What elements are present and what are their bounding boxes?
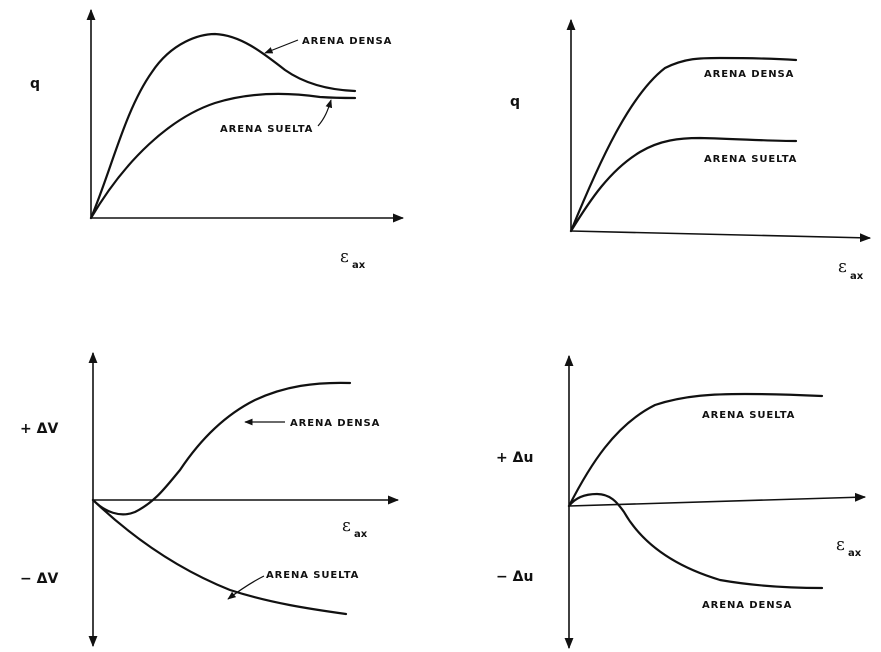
x-axis xyxy=(568,492,867,507)
panel-bottom-right: + Δu − Δu ε ax ARENA SUELTA ARENA DENSA xyxy=(496,354,867,650)
curve-arena-densa xyxy=(567,492,824,590)
curve-arena-densa xyxy=(91,381,352,516)
y-axis-label-negative: − ΔV xyxy=(20,571,58,587)
y-axis-label: q xyxy=(30,76,40,92)
panel-top-left: q ε ax ARENA DENSA ARENA SUELTA xyxy=(30,8,405,271)
x-axis-label-symbol: ε xyxy=(838,257,847,277)
panel-bottom-left: + ΔV − ΔV ε ax ARENA DENSA ARENA SUELTA xyxy=(20,351,400,648)
label-arena-densa: ARENA DENSA xyxy=(702,600,792,611)
x-axis-label-subscript: ax xyxy=(848,548,862,559)
label-arena-suelta: ARENA SUELTA xyxy=(220,124,313,135)
leader-arena-densa xyxy=(264,39,299,54)
label-arena-suelta: ARENA SUELTA xyxy=(704,154,797,165)
label-arena-suelta: ARENA SUELTA xyxy=(702,410,795,421)
label-arena-densa: ARENA DENSA xyxy=(302,36,392,47)
curve-arena-suelta xyxy=(91,498,348,616)
y-axis-label-positive: + ΔV xyxy=(20,421,58,437)
x-axis-label-subscript: ax xyxy=(352,260,366,271)
x-axis-label-symbol: ε xyxy=(836,535,845,555)
x-axis-label-symbol: ε xyxy=(340,247,349,267)
leader-arena-suelta xyxy=(317,99,333,127)
x-axis-label-symbol: ε xyxy=(342,516,351,536)
x-axis xyxy=(570,230,872,243)
y-axis-label-positive: + Δu xyxy=(496,450,533,466)
label-arena-densa: ARENA DENSA xyxy=(290,418,380,429)
label-arena-densa: ARENA DENSA xyxy=(704,69,794,80)
label-arena-suelta: ARENA SUELTA xyxy=(266,570,359,581)
curve-arena-suelta xyxy=(567,392,824,508)
curve-arena-suelta xyxy=(89,92,357,220)
x-axis-label-subscript: ax xyxy=(354,529,368,540)
curve-arena-suelta xyxy=(569,136,798,233)
leader-arena-suelta xyxy=(227,575,265,600)
y-axis-label-negative: − Δu xyxy=(496,569,533,585)
panel-top-right: q ε ax ARENA DENSA ARENA SUELTA xyxy=(510,18,872,282)
x-axis-label-subscript: ax xyxy=(850,271,864,282)
curve-arena-densa xyxy=(89,32,357,220)
curve-arena-densa xyxy=(569,56,798,233)
y-axis-label: q xyxy=(510,94,520,110)
